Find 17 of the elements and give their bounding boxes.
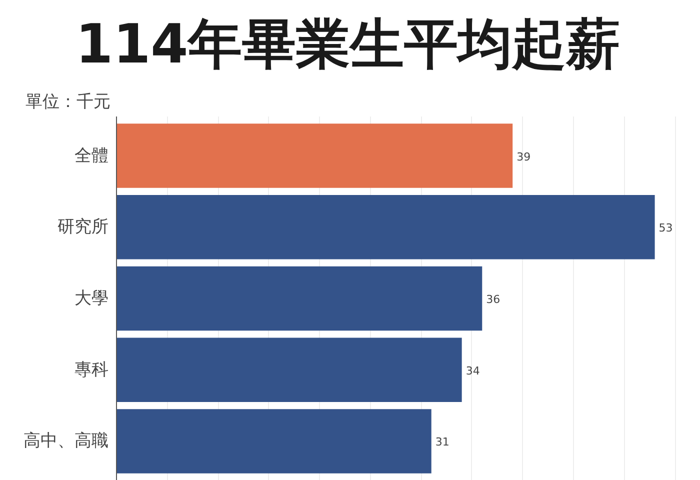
y-tick-label: 高中、高職 — [24, 431, 108, 452]
y-tick-label: 大學 — [74, 288, 108, 308]
data-label: 36 — [486, 293, 500, 306]
y-tick-label: 專科 — [74, 360, 108, 380]
y-tick-label: 全體 — [74, 146, 108, 166]
data-label: 53 — [658, 222, 673, 235]
bar — [116, 195, 655, 260]
y-tick-label: 研究所 — [58, 217, 108, 238]
data-label: 31 — [435, 436, 450, 449]
data-label: 34 — [466, 364, 480, 378]
bar — [116, 338, 462, 402]
bar — [116, 409, 432, 474]
chart-title: 114年畢業生平均起薪 — [76, 12, 620, 76]
data-label: 39 — [516, 150, 531, 164]
text: 單位：千元 — [26, 92, 110, 112]
bar — [116, 124, 513, 188]
bar — [116, 266, 482, 331]
